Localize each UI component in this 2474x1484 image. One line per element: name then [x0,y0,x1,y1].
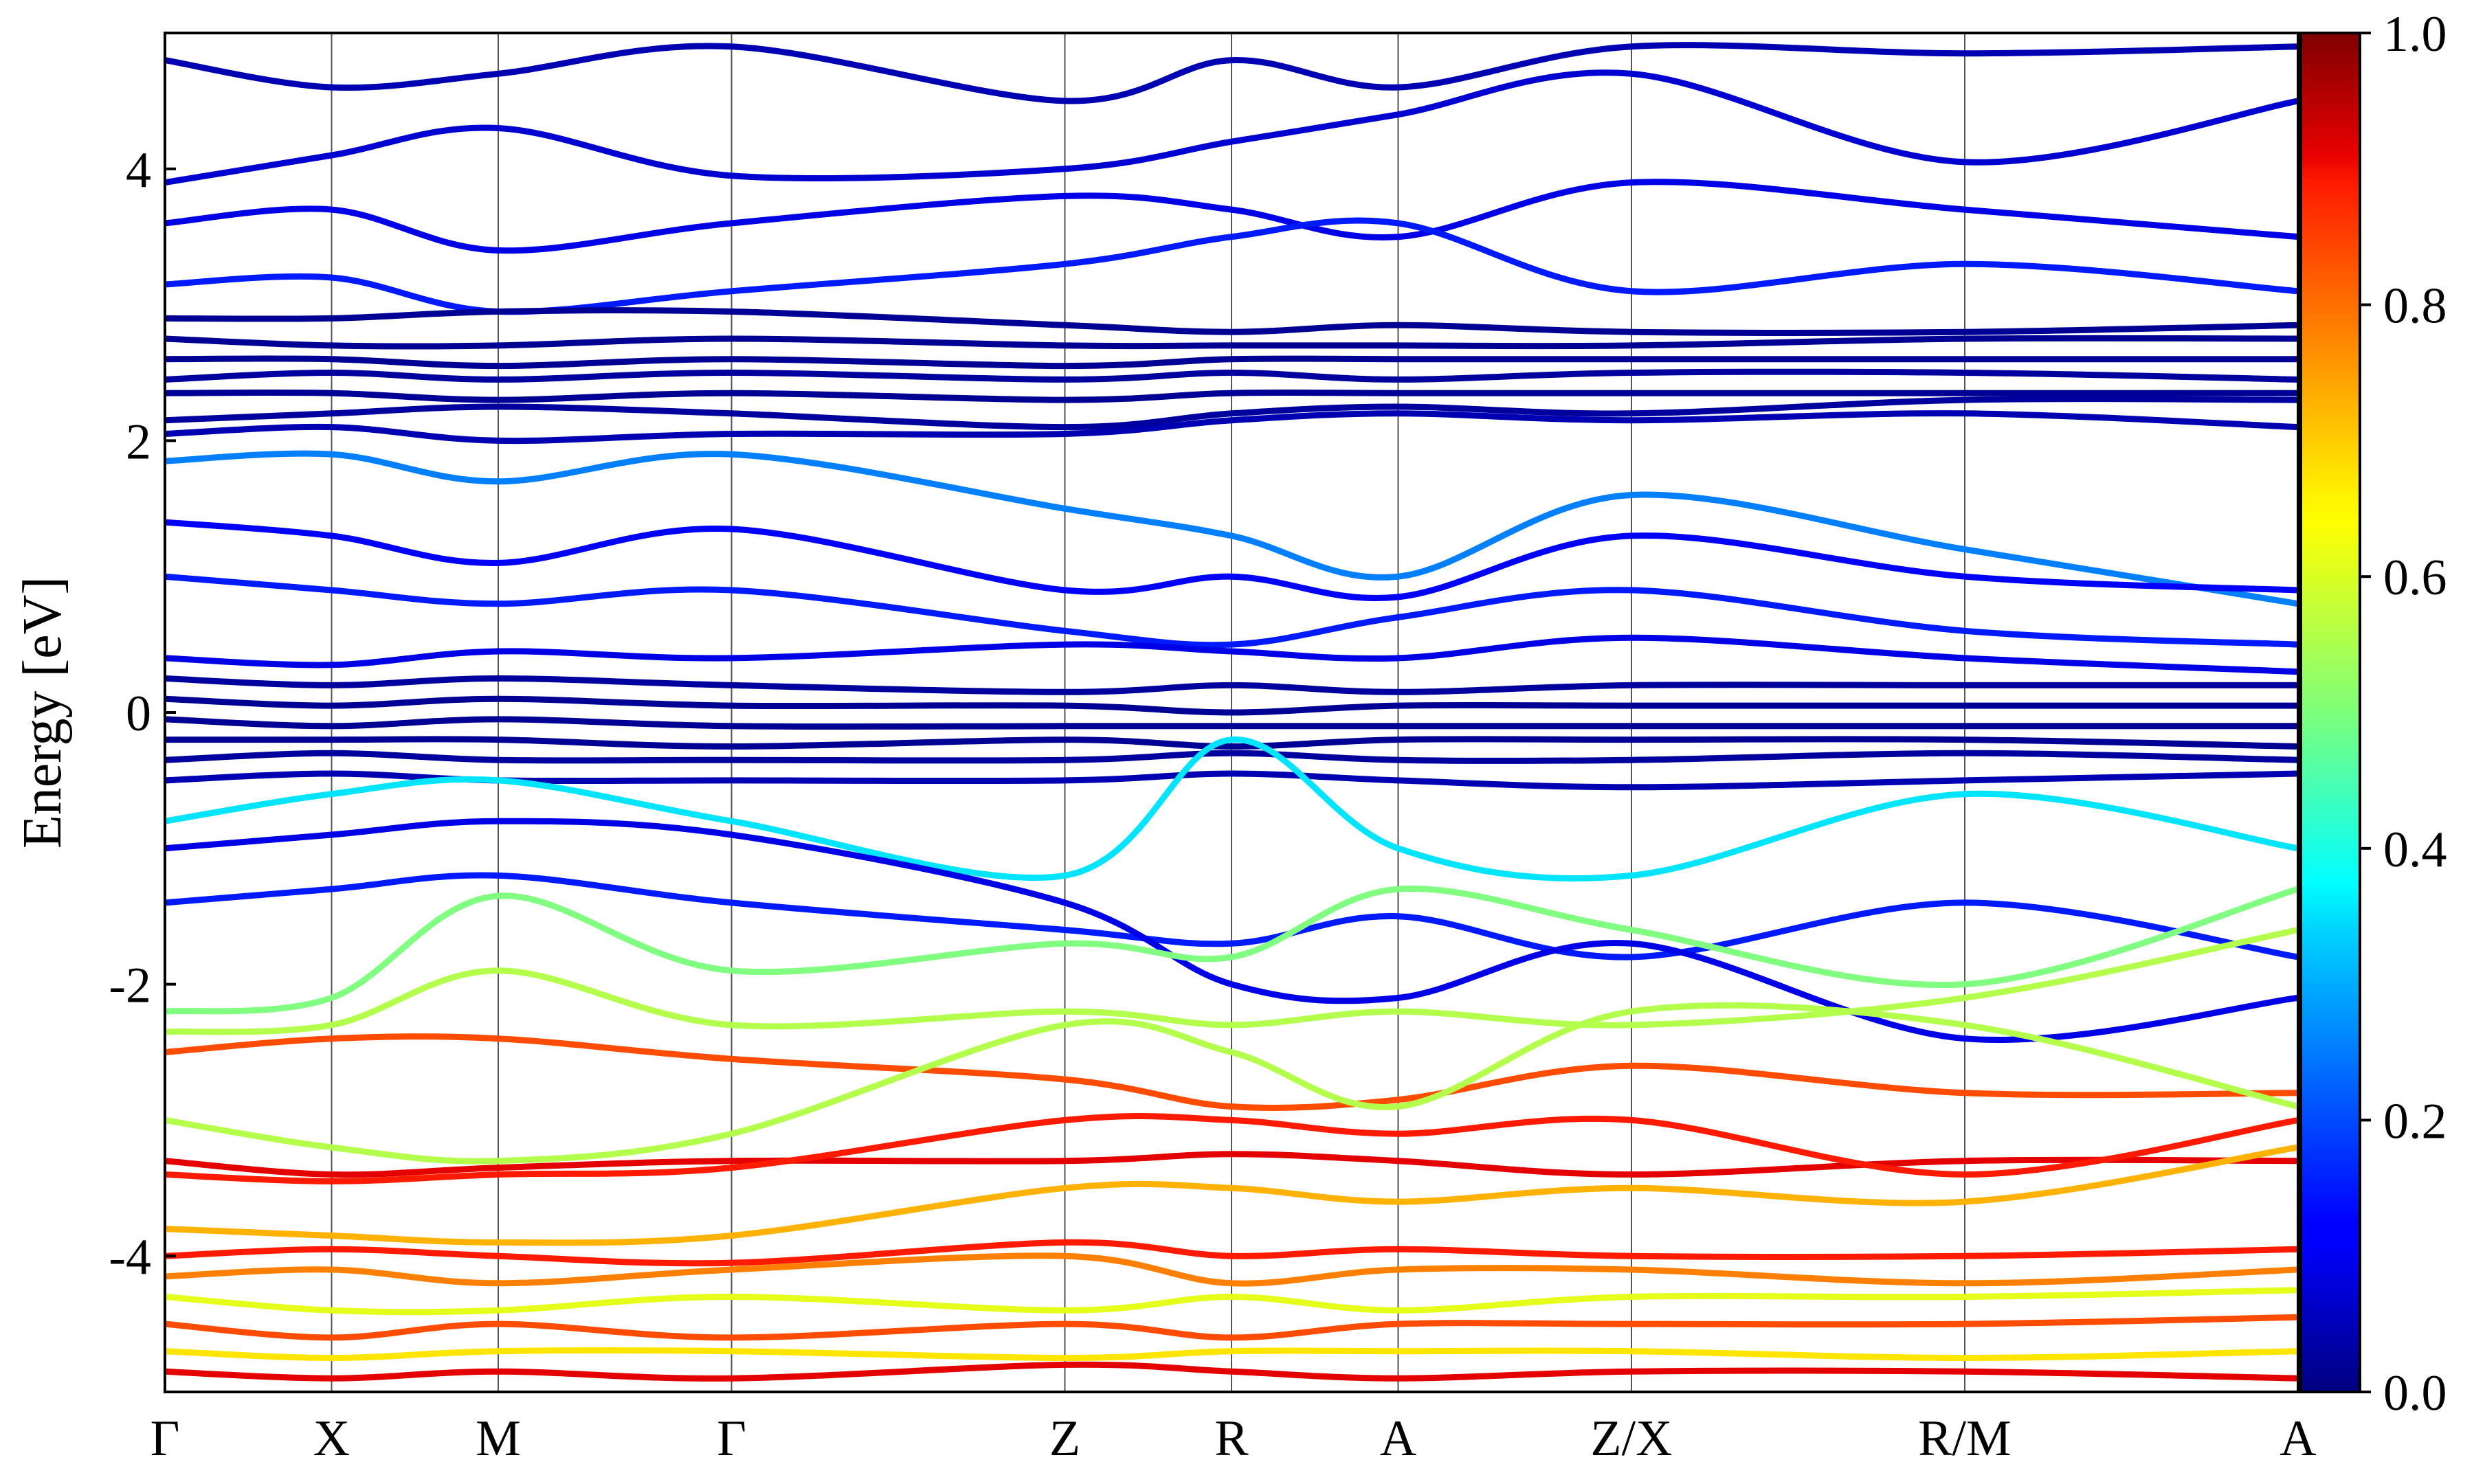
colorbar-tick-label: 0.2 [2383,1093,2447,1149]
band-line [165,818,2298,1044]
high-symmetry-lines [331,33,1965,1392]
band-line [165,885,2298,1015]
band-line [165,396,2298,431]
band-line [165,573,2298,649]
band-line [165,1314,2298,1341]
colorbar-tick-label: 0.0 [2383,1365,2447,1421]
band-line [165,872,2298,960]
band-line [165,335,2298,350]
band-line [165,1252,2298,1287]
colorbar-gradient [2299,32,2361,1393]
y-tick-label: 0 [126,686,151,742]
x-tick-label: X [313,1410,350,1467]
x-tick-label: R [1214,1410,1249,1467]
band-line [165,750,2298,764]
band-line [165,1002,2298,1165]
y-tick-label: 4 [126,142,151,199]
band-line [165,217,2298,315]
bands [165,42,2298,1382]
band-line [165,1239,2298,1267]
band-line [165,1151,2298,1178]
x-tick-label: A [1380,1410,1416,1467]
x-tick-label: Γ [151,1410,180,1467]
band-line [165,69,2298,186]
x-axis: Γ X M Γ Z R A Z/X R/M A [151,1410,2317,1467]
band-line [165,1361,2298,1382]
band-line [165,519,2298,602]
y-axis-label: Energy [eV] [12,576,73,848]
band-line [165,410,2298,445]
band-line [165,1347,2298,1361]
colorbar: 0.0 0.2 0.4 0.6 0.8 1.0 [2299,6,2447,1421]
y-tick-label: 2 [126,414,151,470]
colorbar-tick-label: 1.0 [2383,6,2447,63]
band-line [165,1112,2298,1184]
band-line [165,450,2298,607]
x-tick-label: A [2280,1410,2316,1467]
band-line [165,307,2298,336]
band-line [165,634,2298,675]
x-tick-label: Z/X [1590,1410,1672,1467]
colorbar-tick-label: 0.6 [2383,550,2447,606]
band-line [165,927,2298,1035]
band-line [165,675,2298,695]
band-line [165,368,2298,383]
x-tick-label: Z [1049,1410,1080,1467]
band-line [165,716,2298,730]
colorbar-tick-label: 0.4 [2383,822,2447,878]
y-tick-label: -2 [109,958,151,1014]
band-line [165,1033,2298,1112]
x-tick-label: Γ [717,1410,746,1467]
colorbar-tick-label: 0.8 [2383,278,2447,335]
band-line [165,737,2298,881]
band-line [165,736,2298,750]
band-line [165,42,2298,104]
y-tick-label: -4 [109,1229,151,1285]
band-line [165,695,2298,716]
band-line [165,1287,2298,1316]
band-line [165,179,2298,254]
band-line [165,355,2298,370]
x-tick-label: R/M [1918,1410,2011,1467]
band-line [165,1144,2298,1246]
band-line [165,389,2298,403]
x-tick-label: M [476,1410,521,1467]
y-axis: -4 -2 0 2 4 [109,142,176,1285]
